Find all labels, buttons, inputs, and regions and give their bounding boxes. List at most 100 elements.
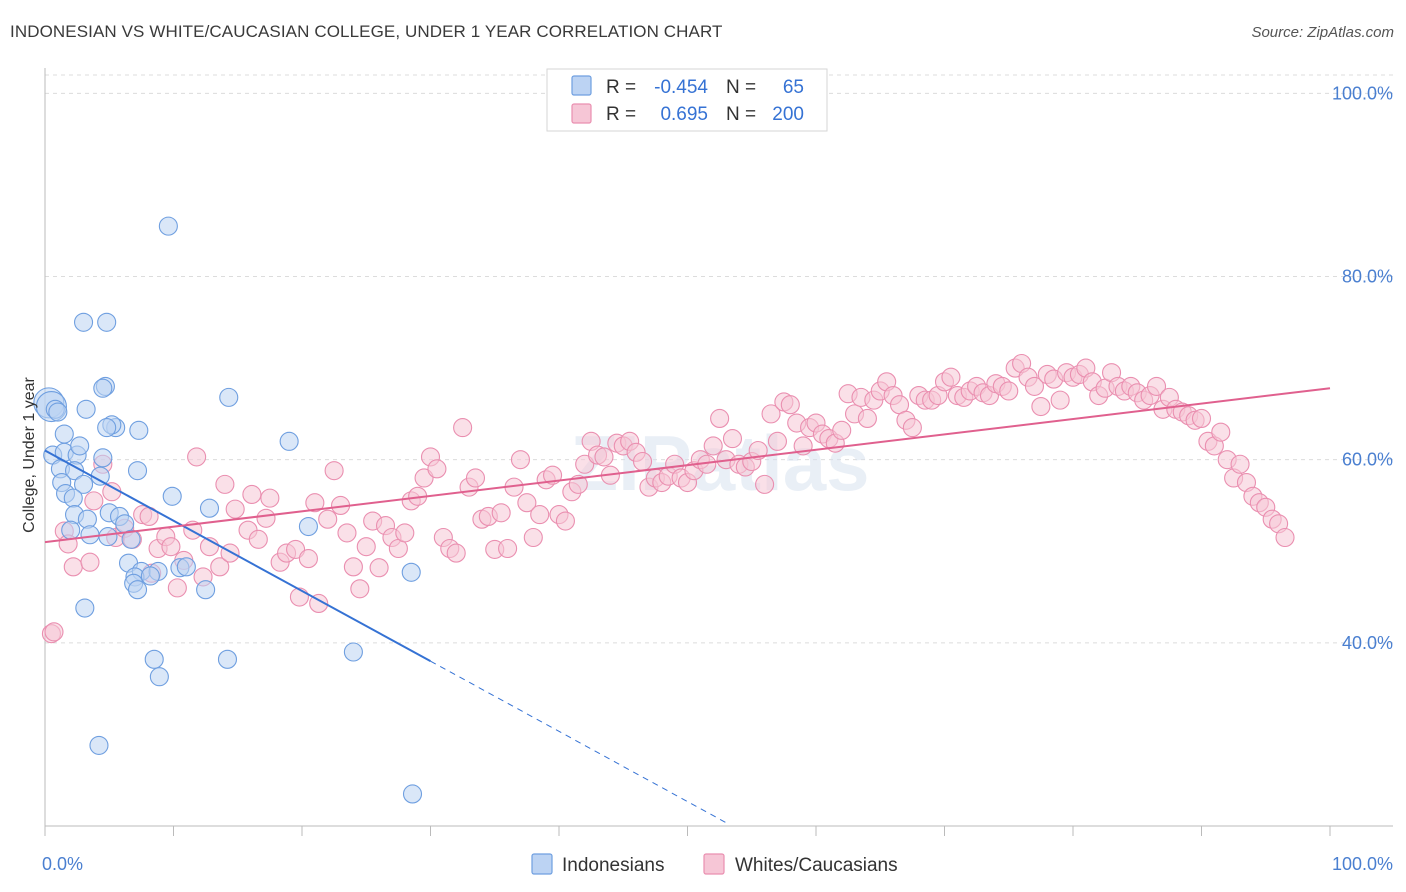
data-point-indonesians (158, 216, 178, 236)
data-point-whites (63, 557, 83, 577)
data-point-whites (356, 537, 376, 557)
data-point-indonesians (61, 520, 81, 540)
y-tick-label: 80.0% (1342, 266, 1393, 286)
data-point-indonesians (121, 529, 141, 549)
data-point-whites (187, 447, 207, 467)
data-point-whites (210, 557, 230, 577)
data-point-indonesians (144, 649, 164, 669)
data-point-whites (575, 454, 595, 474)
data-point-whites (1146, 376, 1167, 396)
data-point-whites (832, 420, 852, 440)
data-point-whites (523, 527, 543, 548)
data-point-whites (260, 488, 280, 508)
data-point-indonesians (93, 378, 113, 398)
data-point-whites (530, 505, 550, 525)
data-point-whites (337, 523, 357, 543)
data-point-indonesians (298, 516, 318, 537)
data-point-indonesians (127, 580, 148, 600)
data-point-whites (1024, 376, 1044, 396)
data-point-whites (248, 529, 268, 549)
trend-lines (44, 387, 1331, 824)
data-point-whites (286, 539, 306, 559)
data-point-whites (369, 558, 389, 578)
data-point-whites (414, 468, 434, 488)
bottom-legend-indonesians: Indonesians (562, 855, 664, 876)
data-point-whites (761, 404, 781, 424)
data-point-whites (510, 450, 531, 470)
bottom-legend: Indonesians Whites/Caucasians (531, 853, 898, 876)
data-point-indonesians (140, 566, 160, 586)
data-point-indonesians (219, 387, 239, 407)
series-whites (41, 353, 1295, 644)
data-point-whites (555, 511, 575, 531)
bottom-legend-swatch-indonesians (531, 853, 553, 875)
data-point-whites (517, 493, 537, 513)
data-point-indonesians (176, 557, 196, 577)
data-point-whites (44, 622, 64, 642)
data-point-indonesians (402, 784, 423, 804)
data-point-indonesians (93, 448, 113, 468)
legend-n-label: N = (726, 77, 756, 98)
data-point-whites (309, 593, 329, 613)
data-point-whites (395, 523, 415, 543)
data-point-indonesians (343, 642, 363, 662)
axes (44, 68, 1393, 836)
x-tick-labels: 0.0% 100.0% (42, 854, 1393, 874)
y-tick-label: 40.0% (1342, 633, 1393, 653)
data-point-whites (710, 408, 730, 428)
data-point-indonesians (97, 312, 117, 332)
data-point-whites (343, 557, 363, 577)
y-tick-label: 100.0% (1332, 83, 1393, 103)
data-point-whites (298, 549, 318, 569)
trend-line-indonesians (44, 449, 431, 663)
data-point-whites (465, 468, 486, 488)
data-point-whites (703, 436, 723, 456)
legend-box: R = -0.454 N = 65 R = 0.695 N = 200 (546, 68, 828, 132)
data-point-whites (902, 418, 922, 438)
data-point-indonesians (217, 649, 238, 669)
x-tick-label: 0.0% (42, 854, 83, 874)
y-axis-label: College, Under 1 year (21, 377, 38, 533)
data-point-indonesians (196, 580, 216, 600)
data-point-whites (324, 461, 344, 481)
trend-line-indonesians-extrapolated (430, 660, 727, 824)
data-point-whites (857, 408, 877, 428)
legend-n-value: 200 (772, 104, 804, 125)
data-point-indonesians (74, 474, 94, 494)
data-point-whites (305, 493, 325, 513)
data-point-indonesians (97, 418, 117, 438)
data-point-whites (941, 367, 961, 387)
data-point-whites (722, 429, 743, 449)
data-point-indonesians (162, 486, 182, 506)
data-point-whites (999, 381, 1019, 401)
data-point-indonesians (63, 488, 83, 508)
data-point-whites (161, 537, 181, 557)
data-point-whites (1211, 422, 1231, 442)
legend-n-value: 65 (783, 77, 804, 98)
grid (45, 74, 1393, 644)
data-point-whites (632, 451, 653, 472)
data-point-whites (1031, 396, 1051, 417)
data-point-indonesians (77, 509, 97, 529)
data-point-whites (498, 538, 518, 559)
data-point-indonesians (89, 735, 109, 755)
data-point-whites (225, 499, 245, 519)
data-point-indonesians (74, 312, 94, 332)
data-point-whites (318, 509, 338, 529)
data-point-whites (780, 395, 800, 415)
data-point-indonesians (98, 527, 118, 547)
x-tick-label: 100.0% (1332, 854, 1393, 874)
data-point-whites (256, 508, 276, 528)
data-point-whites (446, 543, 466, 563)
data-point-indonesians (80, 525, 100, 545)
trend-line-whites (44, 387, 1331, 544)
data-point-whites (453, 418, 473, 438)
data-point-indonesians (48, 402, 68, 422)
bottom-legend-swatch-whites (703, 853, 725, 875)
data-point-whites (220, 543, 240, 563)
y-tick-labels: 40.0% 60.0% 80.0% 100.0% (1332, 83, 1393, 653)
data-point-whites (748, 440, 768, 461)
data-point-whites (594, 447, 614, 467)
data-point-whites (1230, 454, 1250, 474)
data-point-whites (568, 474, 588, 494)
